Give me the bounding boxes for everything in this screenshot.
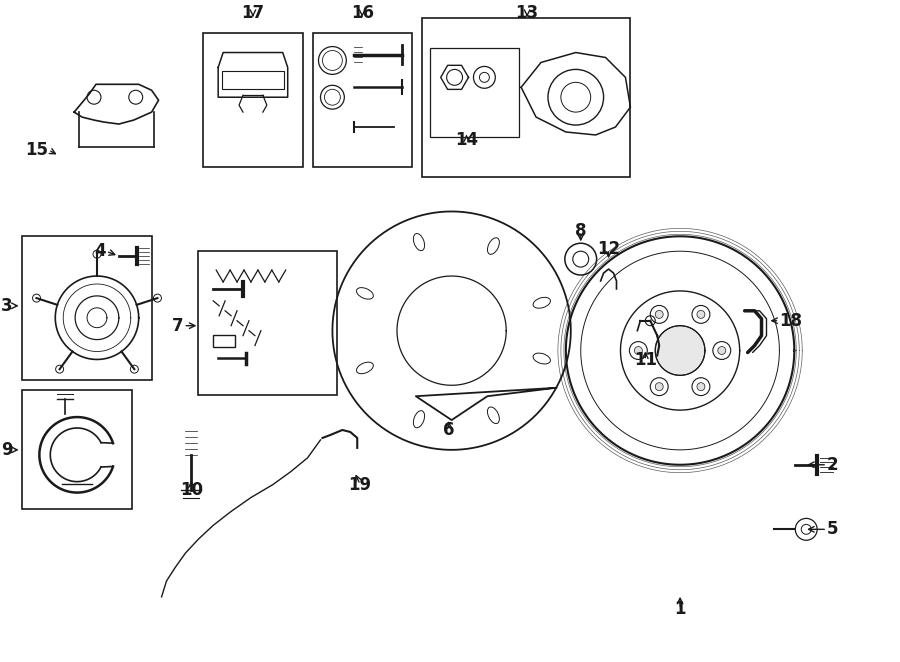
Text: 14: 14 <box>454 131 478 149</box>
Circle shape <box>130 365 139 373</box>
Bar <box>213 334 235 346</box>
Circle shape <box>692 305 710 323</box>
Text: 17: 17 <box>241 4 265 22</box>
Bar <box>198 251 338 395</box>
Bar <box>22 391 131 510</box>
Circle shape <box>655 310 663 318</box>
Circle shape <box>692 378 710 396</box>
Text: 1: 1 <box>674 600 686 618</box>
Bar <box>312 32 412 167</box>
Circle shape <box>651 378 668 396</box>
Circle shape <box>697 383 705 391</box>
Text: 8: 8 <box>575 222 587 240</box>
Text: 7: 7 <box>172 316 184 335</box>
Bar <box>22 236 151 381</box>
Circle shape <box>93 250 101 258</box>
Bar <box>222 71 284 89</box>
Text: 12: 12 <box>597 240 620 258</box>
Circle shape <box>651 305 668 323</box>
Text: 5: 5 <box>827 520 839 538</box>
Text: 10: 10 <box>180 481 202 498</box>
Text: 15: 15 <box>25 141 49 159</box>
Circle shape <box>697 310 705 318</box>
Text: 11: 11 <box>634 352 657 369</box>
Circle shape <box>629 342 647 359</box>
Circle shape <box>713 342 731 359</box>
Circle shape <box>56 365 64 373</box>
Text: 13: 13 <box>516 4 539 22</box>
Text: 3: 3 <box>1 297 13 315</box>
Bar <box>422 18 630 177</box>
Text: 16: 16 <box>351 4 374 22</box>
Text: 4: 4 <box>94 242 106 260</box>
Circle shape <box>655 326 705 375</box>
Circle shape <box>634 346 643 354</box>
Text: 9: 9 <box>1 441 13 459</box>
Circle shape <box>32 294 40 302</box>
Text: 19: 19 <box>348 475 372 494</box>
Bar <box>203 32 302 167</box>
Circle shape <box>154 294 161 302</box>
Text: 18: 18 <box>779 312 803 330</box>
Text: 2: 2 <box>827 455 839 474</box>
Circle shape <box>718 346 725 354</box>
Circle shape <box>655 383 663 391</box>
Text: 6: 6 <box>443 421 454 439</box>
Bar <box>430 48 519 137</box>
